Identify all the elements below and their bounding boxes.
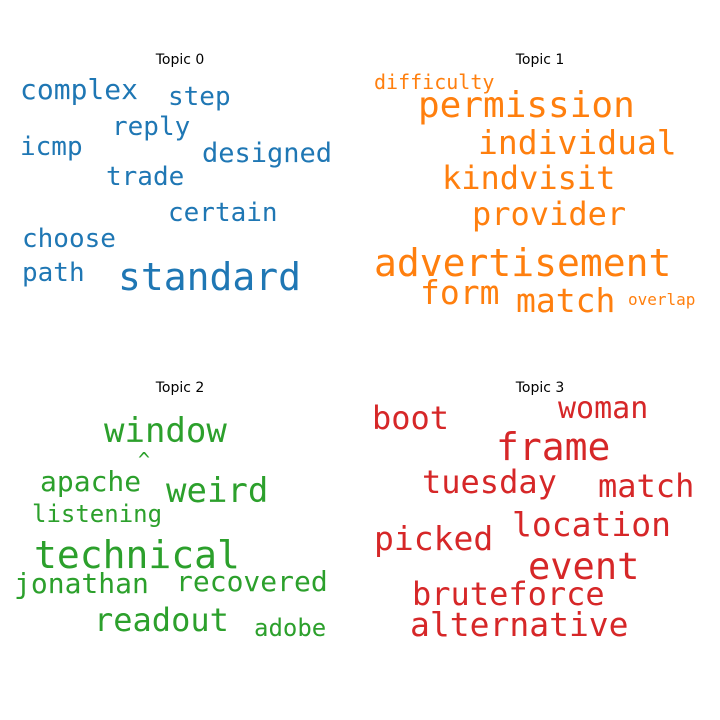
topic-2-word-6: jonathan [14, 567, 149, 600]
topic-2-word-7: recovered [176, 565, 328, 598]
topic-1-title: Topic 1 [515, 52, 565, 68]
topic-0-word-7: certain [168, 198, 278, 228]
topic-1-word-0: advertisement [374, 241, 672, 285]
topic-3-word-5: tuesday [422, 463, 557, 501]
topic-0-word-4: designed [202, 138, 333, 169]
topic-0-word-3: reply [112, 112, 191, 142]
topic-1-word-2: individual [478, 123, 677, 162]
topic-3-word-2: location [512, 505, 671, 544]
topic-0-title: Topic 0 [155, 52, 205, 68]
topic-0-word-2: step [168, 82, 231, 112]
topic-3-word-9: alternative [410, 605, 629, 644]
topic-2-word-5: listening [32, 500, 163, 528]
topic-2-word-1: window [104, 411, 227, 451]
topic-1-word-7: difficulty [374, 70, 495, 94]
topic-1-word-5: form [420, 273, 500, 312]
topic-1-word-1: permission [418, 85, 635, 126]
topic-1-word-6: match [516, 281, 616, 320]
topic-3-word-8: bruteforce [412, 575, 605, 613]
topic-0-word-9: path [22, 258, 85, 288]
topic-1-word-3: kindvisit [442, 159, 616, 197]
topic-3-word-6: match [598, 467, 695, 505]
topic-2-word-4: ^ [138, 448, 151, 472]
topic-0-word-8: choose [22, 224, 116, 254]
topic-0-word-5: icmp [20, 132, 83, 162]
topic-2-word-2: weird [166, 471, 269, 511]
topic-1-panel: Topic 1 advertisement permission individua… [360, 0, 720, 360]
topic-1-word-8: overlap [628, 290, 696, 309]
topic-2-word-8: readout [94, 601, 229, 639]
topic-3-panel: Topic 3 frame event location boot woman tuesd… [360, 328, 720, 688]
topic-2-word-0: technical [34, 533, 240, 577]
topic-2-word-9: adobe [254, 614, 327, 642]
topic-3-word-0: frame [496, 425, 611, 469]
topic-3-title: Topic 3 [515, 380, 565, 396]
topic-3-word-1: event [528, 545, 640, 588]
topic-0-word-0: standard [118, 255, 302, 299]
topic-3-word-4: woman [558, 391, 649, 426]
topic-3-word-7: picked [374, 519, 494, 558]
topic-2-word-3: apache [40, 465, 142, 498]
topic-3-word-3: boot [372, 399, 450, 437]
topic-2-title: Topic 2 [155, 380, 205, 396]
topic-0-panel: Topic 0 standard complex step reply designed… [0, 0, 360, 360]
topic-2-panel: Topic 2 technical window weird apache ^ liste… [0, 328, 360, 688]
topic-0-word-6: trade [106, 162, 185, 192]
topic-1-word-4: provider [472, 195, 627, 233]
topic-0-word-1: complex [20, 73, 139, 106]
